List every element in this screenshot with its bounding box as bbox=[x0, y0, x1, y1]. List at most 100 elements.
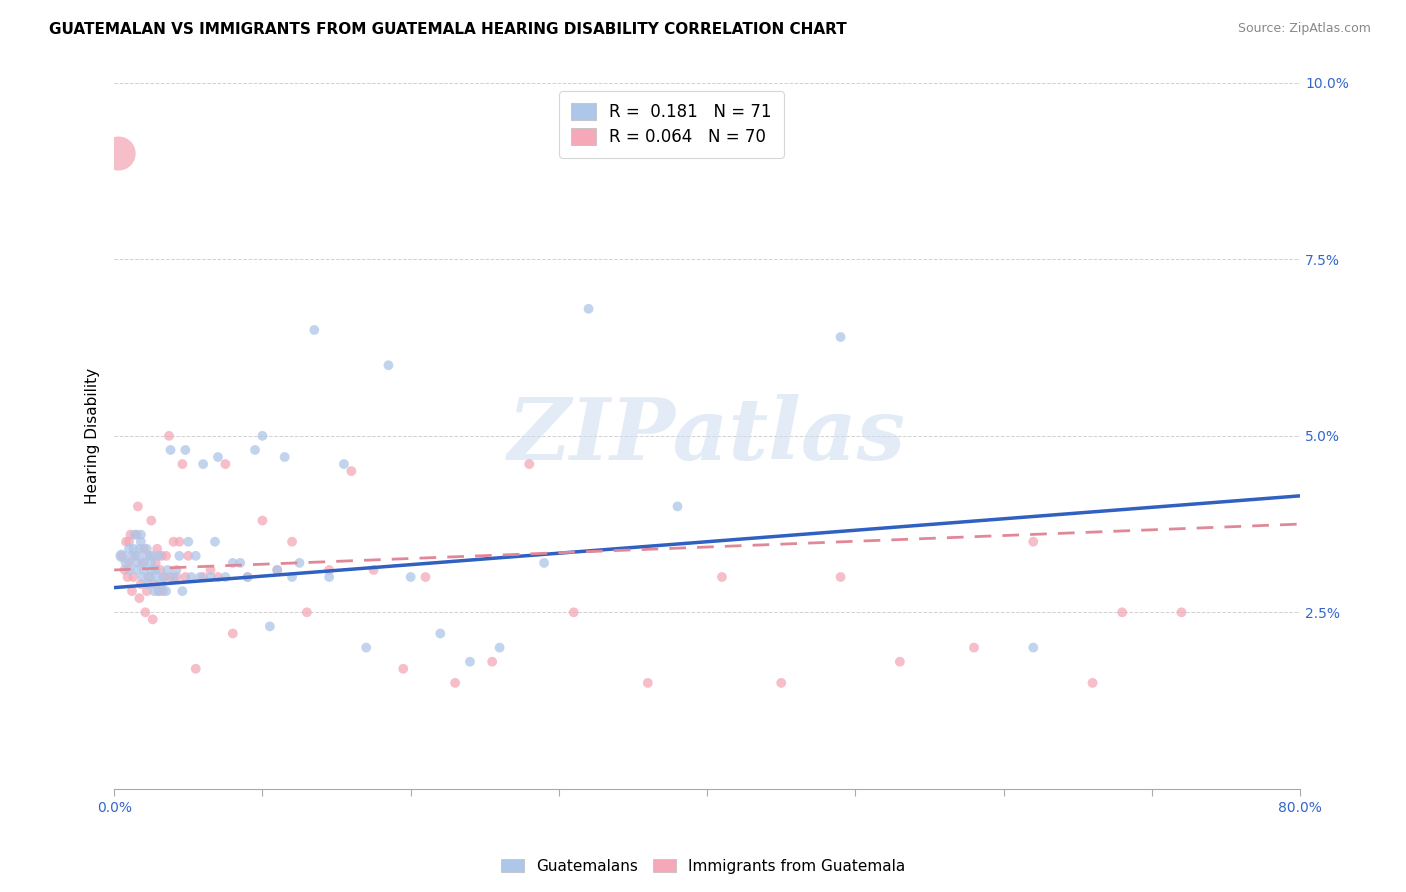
Point bbox=[222, 626, 245, 640]
Point bbox=[155, 584, 177, 599]
Point bbox=[252, 429, 274, 443]
Point bbox=[266, 563, 288, 577]
Point bbox=[122, 541, 145, 556]
Point bbox=[488, 640, 510, 655]
Point bbox=[266, 563, 288, 577]
Point bbox=[143, 577, 166, 591]
Point bbox=[135, 541, 157, 556]
Point bbox=[145, 556, 167, 570]
Point bbox=[141, 563, 163, 577]
Point bbox=[150, 549, 173, 563]
Point bbox=[318, 570, 340, 584]
Point bbox=[141, 556, 163, 570]
Point bbox=[128, 591, 150, 606]
Point bbox=[115, 534, 138, 549]
Point bbox=[128, 541, 150, 556]
Point bbox=[333, 457, 356, 471]
Point bbox=[141, 514, 163, 528]
Point bbox=[481, 655, 503, 669]
Point bbox=[131, 570, 153, 584]
Point bbox=[236, 570, 259, 584]
Point bbox=[666, 500, 689, 514]
Point bbox=[222, 556, 245, 570]
Point bbox=[963, 640, 986, 655]
Point bbox=[889, 655, 911, 669]
Point bbox=[415, 570, 437, 584]
Point bbox=[129, 534, 152, 549]
Point bbox=[156, 563, 179, 577]
Point bbox=[132, 541, 155, 556]
Point bbox=[259, 619, 281, 633]
Point bbox=[191, 570, 214, 584]
Point bbox=[136, 577, 159, 591]
Point bbox=[143, 584, 166, 599]
Point bbox=[304, 323, 326, 337]
Point bbox=[118, 541, 141, 556]
Point bbox=[1022, 640, 1045, 655]
Point bbox=[207, 450, 229, 464]
Point bbox=[134, 605, 156, 619]
Point bbox=[288, 556, 311, 570]
Point bbox=[177, 534, 200, 549]
Point bbox=[273, 450, 295, 464]
Point bbox=[136, 570, 159, 584]
Point bbox=[252, 514, 274, 528]
Point bbox=[162, 570, 184, 584]
Point bbox=[139, 570, 162, 584]
Point bbox=[207, 570, 229, 584]
Point bbox=[153, 570, 176, 584]
Point bbox=[188, 570, 211, 584]
Point bbox=[236, 570, 259, 584]
Point bbox=[172, 584, 194, 599]
Point bbox=[318, 563, 340, 577]
Point bbox=[243, 442, 266, 457]
Point bbox=[229, 556, 252, 570]
Point bbox=[1022, 534, 1045, 549]
Point bbox=[110, 549, 132, 563]
Point bbox=[142, 549, 165, 563]
Point bbox=[135, 549, 157, 563]
Point bbox=[710, 570, 733, 584]
Point bbox=[118, 534, 141, 549]
Point bbox=[107, 146, 129, 161]
Point bbox=[281, 570, 304, 584]
Point bbox=[131, 556, 153, 570]
Point bbox=[174, 442, 197, 457]
Point bbox=[533, 556, 555, 570]
Point bbox=[363, 563, 385, 577]
Point bbox=[152, 570, 174, 584]
Point bbox=[295, 605, 318, 619]
Point bbox=[145, 563, 167, 577]
Point bbox=[214, 457, 236, 471]
Point bbox=[444, 676, 467, 690]
Point bbox=[200, 563, 222, 577]
Point bbox=[117, 570, 139, 584]
Point bbox=[162, 534, 184, 549]
Point bbox=[1170, 605, 1192, 619]
Point bbox=[125, 556, 148, 570]
Point bbox=[180, 570, 202, 584]
Point bbox=[129, 527, 152, 541]
Point bbox=[174, 570, 197, 584]
Point bbox=[120, 527, 142, 541]
Legend: R =  0.181   N = 71, R = 0.064   N = 70: R = 0.181 N = 71, R = 0.064 N = 70 bbox=[560, 91, 783, 158]
Point bbox=[155, 549, 177, 563]
Text: GUATEMALAN VS IMMIGRANTS FROM GUATEMALA HEARING DISABILITY CORRELATION CHART: GUATEMALAN VS IMMIGRANTS FROM GUATEMALA … bbox=[49, 22, 846, 37]
Point bbox=[148, 584, 170, 599]
Point bbox=[118, 563, 141, 577]
Point bbox=[115, 556, 138, 570]
Point bbox=[637, 676, 659, 690]
Point bbox=[129, 577, 152, 591]
Point bbox=[122, 570, 145, 584]
Point bbox=[169, 534, 191, 549]
Point bbox=[132, 556, 155, 570]
Point bbox=[562, 605, 585, 619]
Point bbox=[354, 640, 377, 655]
Point bbox=[125, 527, 148, 541]
Point bbox=[150, 577, 173, 591]
Point bbox=[125, 563, 148, 577]
Point bbox=[146, 541, 169, 556]
Point bbox=[429, 626, 451, 640]
Point bbox=[114, 563, 136, 577]
Point bbox=[281, 534, 304, 549]
